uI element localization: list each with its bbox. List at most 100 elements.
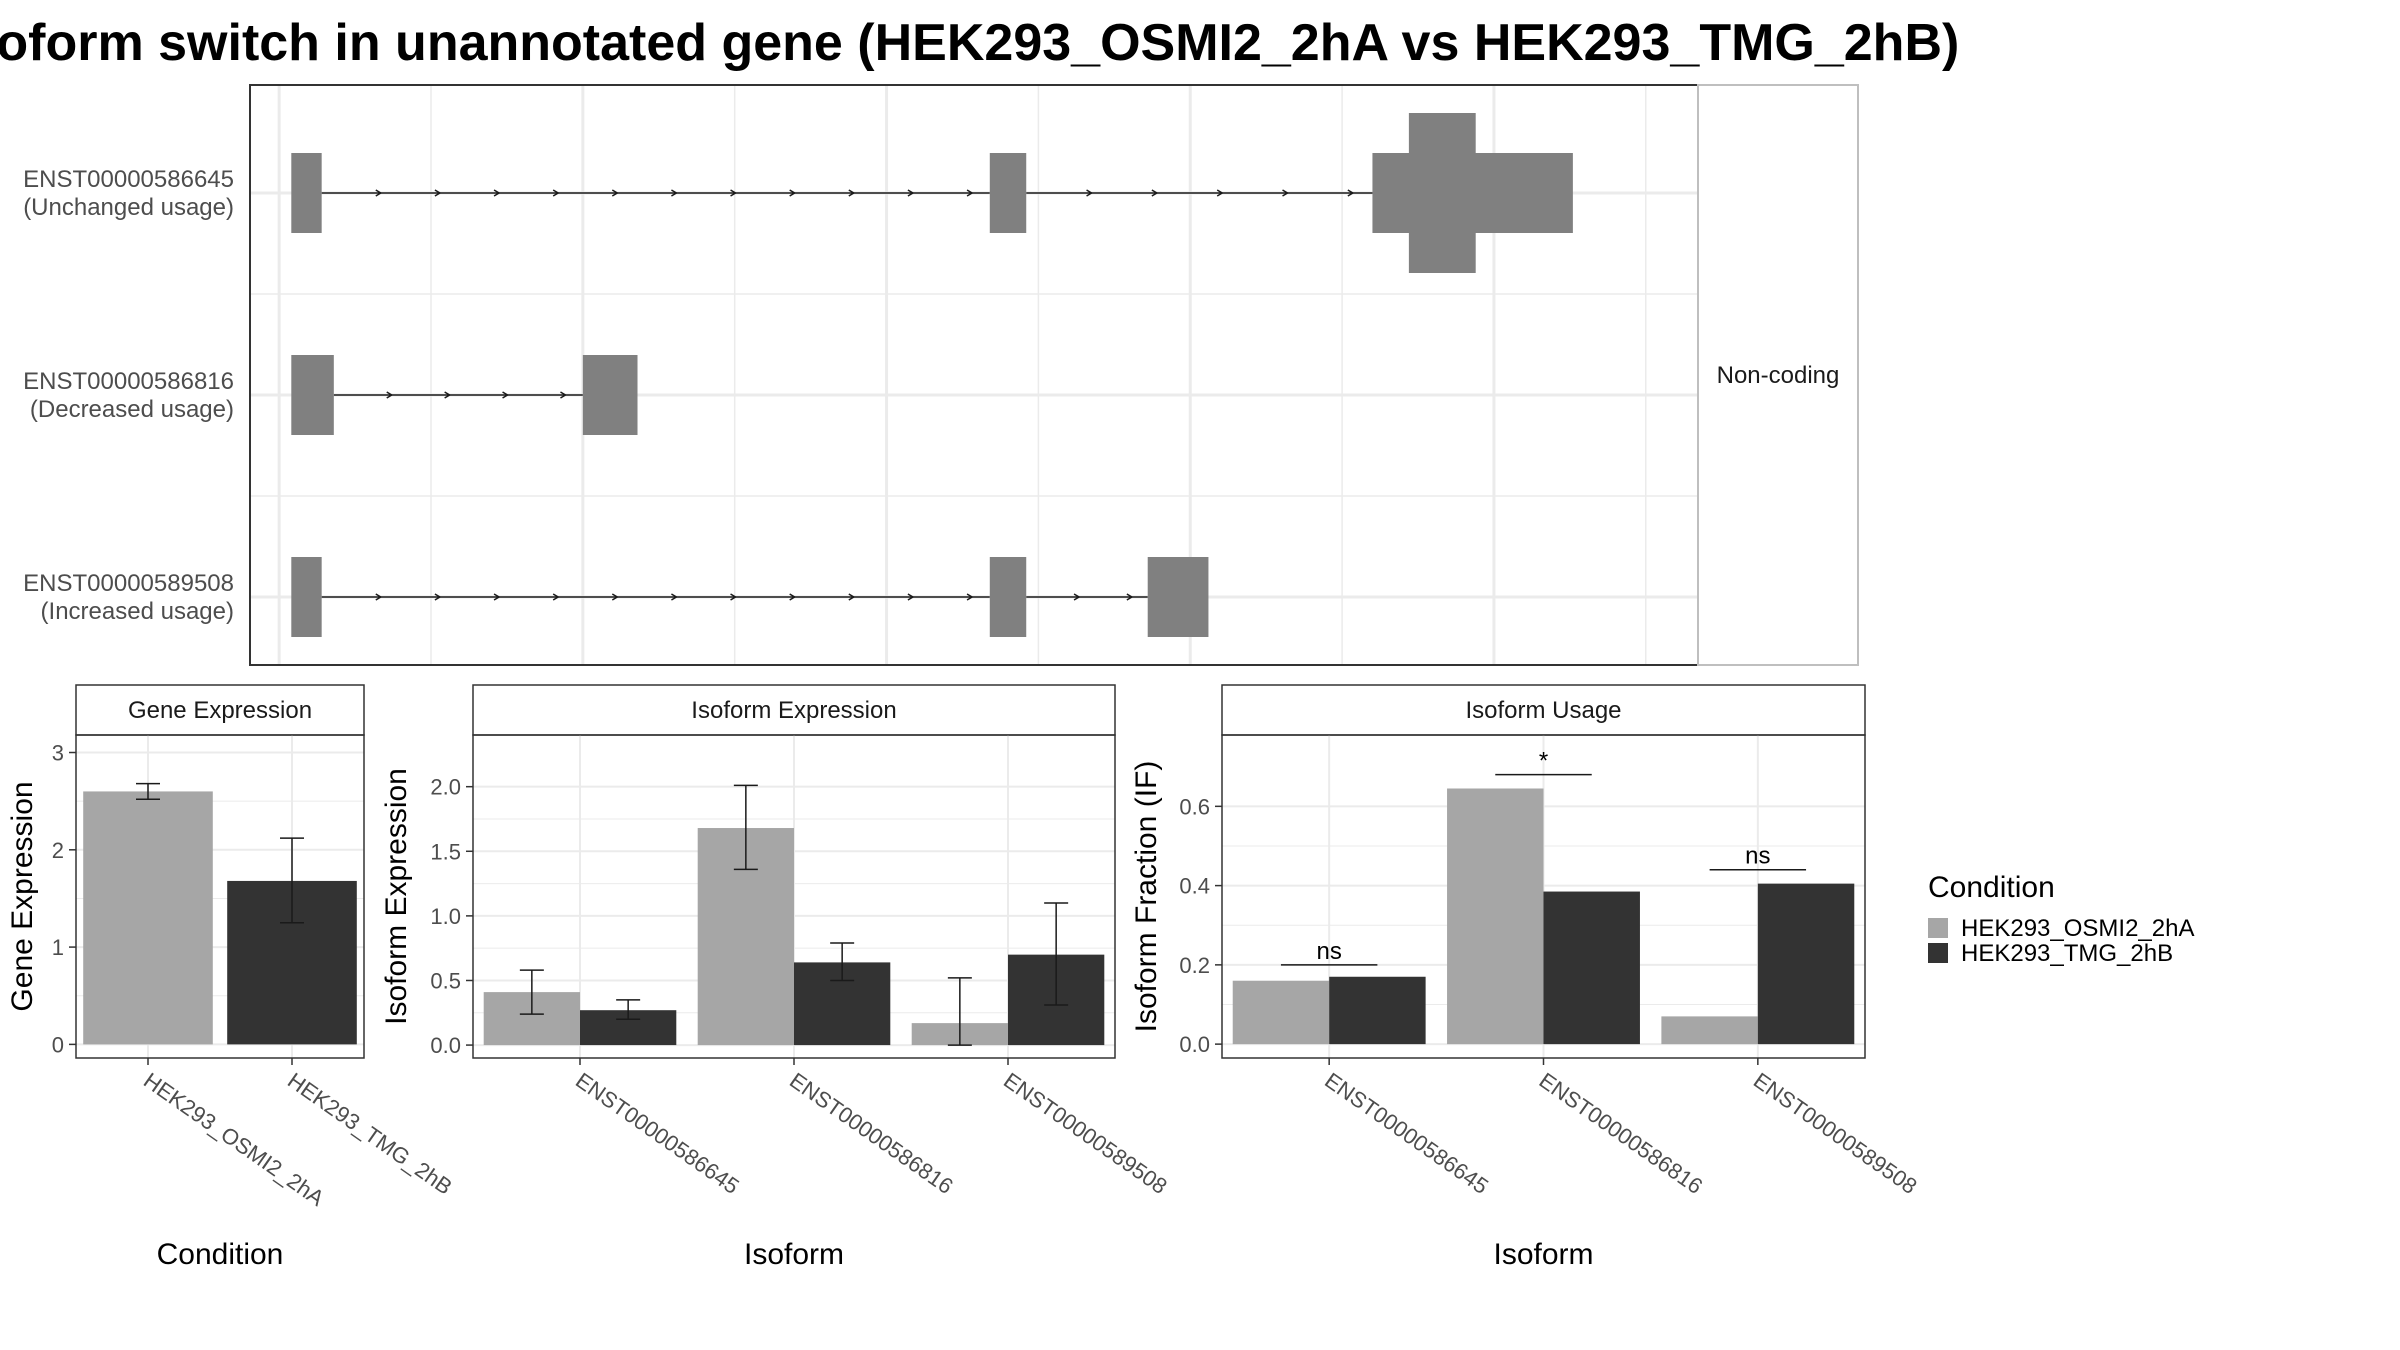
intron-arrow (848, 189, 856, 197)
transcript-status-label: (Increased usage) (41, 598, 234, 625)
bar (1543, 891, 1640, 1045)
intron-arrow (493, 189, 501, 197)
panel-border (75, 734, 365, 1059)
intron-arrow (1073, 593, 1081, 601)
legend-swatch-tmg (1928, 943, 1948, 963)
intron-arrow (375, 189, 383, 197)
x-tick-label: ENST00000589508 (1749, 1068, 1922, 1199)
panel-strip-title: Isoform Expression (691, 697, 896, 724)
intron-arrow (611, 189, 619, 197)
y-tick-label: 0.2 (1179, 953, 1210, 978)
exon (291, 153, 322, 233)
intron-arrow (966, 189, 974, 197)
intron-arrow (730, 189, 738, 197)
bar (1329, 976, 1426, 1045)
significance-label: ns (1745, 843, 1770, 870)
y-tick-label: 0.6 (1179, 794, 1210, 819)
y-tick-label: 2.0 (430, 775, 461, 800)
intron-arrow (907, 189, 915, 197)
intron-arrow (671, 189, 678, 197)
legend: Condition HEK293_OSMI2_2hA HEK293_TMG_2h… (1928, 871, 2194, 967)
exon (989, 153, 1027, 233)
y-tick-label: 1 (52, 935, 64, 960)
x-axis-title: Isoform (1493, 1238, 1593, 1271)
x-tick-label: ENST00000586645 (571, 1068, 744, 1199)
coding-strip-label: Non-coding (1717, 362, 1840, 389)
transcript-labels: ENST00000586645(Unchanged usage) ENST0000… (23, 166, 234, 625)
transcript-id-label: ENST00000589508 (23, 570, 234, 597)
bar (1661, 1016, 1758, 1045)
y-tick-label: 0.0 (1179, 1032, 1210, 1057)
x-axis-title: Isoform (744, 1238, 844, 1271)
y-axis-title: Isoform Fraction (IF) (1130, 761, 1163, 1033)
intron-arrow (375, 593, 383, 601)
legend-label-tmg: HEK293_TMG_2hB (1961, 940, 2173, 967)
intron-arrow (611, 593, 619, 601)
intron-arrow (386, 391, 394, 399)
bar (83, 791, 213, 1045)
isoform-usage-panel: Isoform Usage ns * ns 0.0 0.2 0.4 0.6 ENST000005… (1130, 684, 1922, 1271)
x-tick-label: ENST00000586816 (785, 1068, 958, 1199)
transcript-structure-panel: Non-coding ENST00000586645(Unchanged usa… (23, 84, 1859, 666)
transcript-status-label: (Decreased usage) (30, 396, 234, 423)
intron-arrow (966, 593, 974, 601)
intron-arrow (434, 593, 442, 601)
exon (291, 355, 334, 435)
transcript-id-label: ENST00000586645 (23, 166, 234, 193)
y-tick-label: 1.5 (430, 839, 461, 864)
panel-strip (75, 684, 365, 736)
exon (582, 355, 638, 435)
intron-arrow (789, 189, 797, 197)
intron-arrow (1086, 189, 1094, 197)
transcript-marks (291, 113, 1573, 637)
transcript-id-label: ENST00000586816 (23, 368, 234, 395)
y-axis-title: Gene Expression (6, 781, 39, 1011)
significance-label: * (1539, 748, 1548, 775)
coding-strip (1697, 84, 1859, 666)
y-axis-title: Isoform Expression (380, 768, 413, 1025)
bar (1447, 788, 1544, 1045)
intron-arrow (1151, 189, 1159, 197)
legend-swatch-osmi2 (1928, 918, 1948, 938)
exon (1408, 113, 1476, 273)
intron-arrow (789, 593, 797, 601)
y-tick-label: 1.0 (430, 904, 461, 929)
transcript-status-label: (Unchanged usage) (23, 194, 234, 221)
y-tick-label: 3 (52, 741, 64, 766)
legend-title: Condition (1928, 871, 2055, 904)
intron-arrow (730, 593, 738, 601)
y-tick-label: 0 (52, 1032, 64, 1057)
bar (1232, 980, 1330, 1045)
significance-label: ns (1316, 938, 1341, 965)
y-tick-label: 0.0 (430, 1033, 461, 1058)
intron-arrow (493, 593, 501, 601)
intron-arrow (1216, 189, 1224, 197)
x-axis-title: Condition (157, 1238, 284, 1271)
x-tick-label: ENST00000586816 (1535, 1068, 1708, 1199)
exon (989, 557, 1027, 637)
intron-arrow (444, 391, 452, 399)
plot-title: Isoform switch in unannotated gene (HEK2… (0, 14, 1959, 72)
intron-arrow (560, 391, 567, 399)
x-tick-label: ENST00000586645 (1320, 1068, 1493, 1199)
intron-arrow (434, 189, 442, 197)
intron-arrow (1347, 189, 1355, 197)
intron-arrow (671, 593, 678, 601)
intron-arrow (502, 391, 510, 399)
x-tick-label: ENST00000589508 (999, 1068, 1172, 1199)
exon (1147, 557, 1209, 637)
y-tick-label: 0.4 (1179, 874, 1210, 899)
isoform-expression-panel: Isoform Expression 0.0 0.5 1.0 1.5 2.0 ENST000… (380, 684, 1172, 1271)
y-tick-label: 0.5 (430, 968, 461, 993)
intron-arrow (907, 593, 915, 601)
bar (1757, 883, 1855, 1045)
panel-strip-title: Isoform Usage (1465, 697, 1621, 724)
panel-strip (1221, 684, 1866, 736)
intron-arrow (848, 593, 856, 601)
intron-arrow (1282, 189, 1289, 197)
legend-label-osmi2: HEK293_OSMI2_2hA (1961, 915, 2194, 942)
intron-arrow (552, 593, 560, 601)
y-tick-label: 2 (52, 838, 64, 863)
intron-arrow (1126, 593, 1134, 601)
